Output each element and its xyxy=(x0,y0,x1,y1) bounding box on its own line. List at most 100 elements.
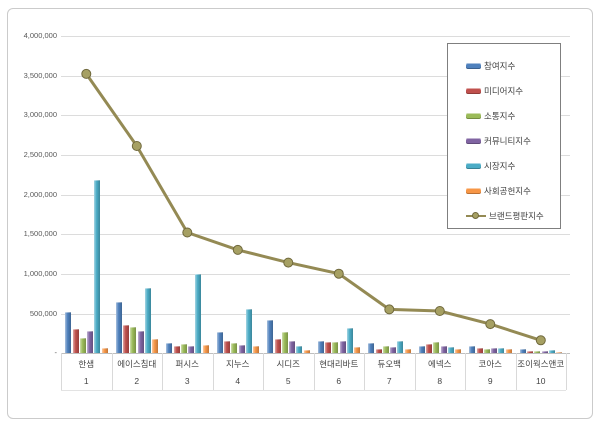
category-separator xyxy=(465,353,466,390)
category-name-label: 에넥스 xyxy=(428,359,452,369)
legend-item-0: 참여지수 xyxy=(466,53,560,78)
bar-1-cat-7 xyxy=(426,344,432,353)
bar-shading xyxy=(202,344,209,353)
bar-shading xyxy=(166,343,173,353)
bar-shading xyxy=(447,347,454,353)
x-axis-baseline xyxy=(61,353,570,355)
bar-0-cat-3 xyxy=(216,331,223,353)
brand-reputation-marker-4 xyxy=(283,257,294,268)
category-rank-label: 3 xyxy=(184,376,190,386)
y-axis-tick-label: 1,000,000 xyxy=(23,268,57,278)
brand-reputation-marker-8 xyxy=(485,319,496,330)
brand-reputation-marker-2 xyxy=(182,227,193,238)
bar-shading xyxy=(382,345,389,353)
bar-shading xyxy=(303,350,310,353)
legend-swatch-1 xyxy=(466,87,481,94)
bar-3-cat-3 xyxy=(238,345,245,353)
legend-swatch-5 xyxy=(466,187,481,194)
category-7: 에넥스 8 xyxy=(415,353,466,390)
axis-band-bottom-line xyxy=(61,390,566,391)
bar-shading xyxy=(245,309,252,353)
legend-label: 커뮤니티지수 xyxy=(484,135,531,146)
category-3: 지누스 4 xyxy=(213,353,264,390)
category-name-label: 지누스 xyxy=(226,359,250,369)
category-rank-label: 1 xyxy=(83,376,89,386)
bar-shading xyxy=(397,341,404,353)
bar-5-cat-7 xyxy=(455,348,462,353)
category-rank-label: 6 xyxy=(336,376,342,386)
bar-2-cat-0 xyxy=(79,338,86,353)
category-separator xyxy=(364,353,365,390)
legend: 참여지수 미디어지수 소통지수 커뮤니티지수 시장지수 사회공헌지수 브랜드평판지수 xyxy=(447,43,561,229)
bar-3-cat-8 xyxy=(491,348,498,353)
bar-2-cat-4 xyxy=(281,332,288,353)
bar-shading xyxy=(195,273,202,353)
category-2: 퍼시스 3 xyxy=(162,353,213,390)
category-separator xyxy=(414,353,416,390)
bar-shading xyxy=(534,351,541,353)
bar-5-cat-1 xyxy=(152,338,159,353)
bar-4-cat-9 xyxy=(548,349,555,353)
bar-shading xyxy=(354,346,361,353)
category-name-label: 에이스침대 xyxy=(117,359,157,369)
bar-shading xyxy=(188,345,195,353)
category-rank-label: 5 xyxy=(285,376,291,386)
category-separator xyxy=(313,353,315,390)
bar-0-cat-9 xyxy=(519,349,526,353)
bar-3-cat-5 xyxy=(339,341,346,353)
bar-shading xyxy=(339,341,346,353)
bar-4-cat-0 xyxy=(94,180,101,353)
bar-shading xyxy=(253,345,260,353)
bar-5-cat-2 xyxy=(202,344,209,353)
bar-shading xyxy=(548,349,555,353)
bar-shading xyxy=(541,351,548,353)
bar-shading xyxy=(94,180,101,353)
legend-item-1: 미디어지수 xyxy=(466,78,560,103)
bar-4-cat-4 xyxy=(296,345,303,353)
bar-shading xyxy=(130,326,137,353)
bar-0-cat-8 xyxy=(469,346,476,353)
legend-item-2: 소통지수 xyxy=(466,103,560,128)
bar-shading xyxy=(426,344,432,353)
bar-4-cat-3 xyxy=(245,309,252,353)
category-rank-label: 2 xyxy=(134,376,140,386)
bar-shading xyxy=(325,341,331,353)
bar-3-cat-1 xyxy=(137,330,144,353)
bar-shading xyxy=(289,340,296,353)
brand-reputation-marker-0 xyxy=(81,68,92,79)
category-separator xyxy=(61,353,62,390)
category-name-label: 조이웍스앤코 xyxy=(517,359,565,369)
bar-4-cat-6 xyxy=(397,341,404,353)
bar-3-cat-7 xyxy=(440,345,447,353)
bar-shading xyxy=(519,349,526,353)
bar-4-cat-7 xyxy=(447,347,454,353)
bar-shading xyxy=(317,341,324,353)
y-axis-tick-label: - xyxy=(54,348,58,358)
legend-item-6: 브랜드평판지수 xyxy=(466,203,560,228)
bar-shading xyxy=(173,346,180,353)
category-name-label: 시디즈 xyxy=(276,359,300,369)
bar-shading xyxy=(418,346,425,353)
bar-shading xyxy=(433,341,440,353)
bar-0-cat-5 xyxy=(317,341,324,353)
bar-2-cat-7 xyxy=(433,341,440,353)
legend-item-4: 시장지수 xyxy=(466,153,560,178)
brand-reputation-marker-6 xyxy=(384,304,395,315)
bar-shading xyxy=(527,351,533,353)
bar-shading xyxy=(87,330,94,353)
category-name-label: 퍼시스 xyxy=(175,359,199,369)
category-separator xyxy=(162,353,163,390)
brand-reputation-marker-1 xyxy=(131,141,142,151)
category-rank-label: 8 xyxy=(437,376,443,386)
category-9: 조이웍스앤코 10 xyxy=(516,353,567,390)
bar-0-cat-6 xyxy=(368,342,375,353)
bar-shading xyxy=(296,345,303,353)
legend-label: 소통지수 xyxy=(484,110,516,121)
y-axis-tick-label: 3,500,000 xyxy=(23,70,57,80)
bar-3-cat-0 xyxy=(87,330,94,353)
bar-shading xyxy=(101,347,108,353)
bar-shading xyxy=(123,325,129,353)
bar-shading xyxy=(476,348,483,353)
category-rank-label: 9 xyxy=(487,376,493,386)
